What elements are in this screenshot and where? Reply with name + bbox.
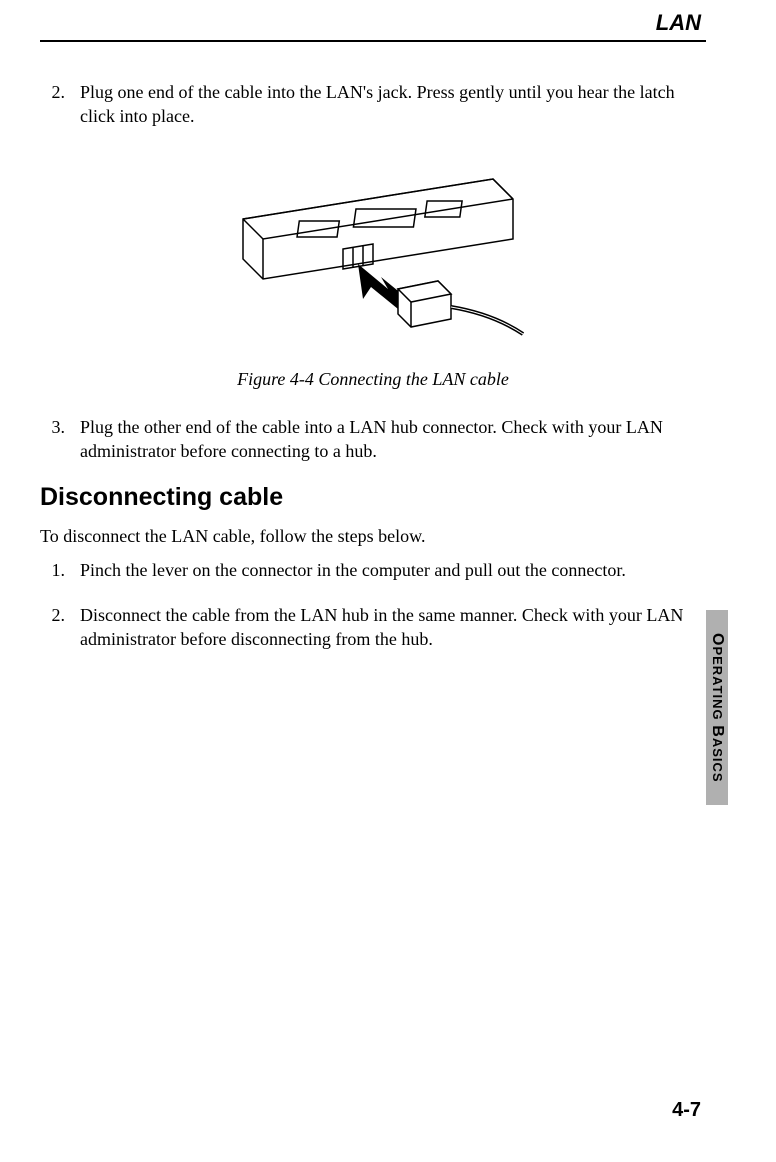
step-item: 1. Pinch the lever on the connector in t… bbox=[40, 558, 706, 582]
step-number: 2. bbox=[40, 603, 80, 652]
step-text: Plug the other end of the cable into a L… bbox=[80, 415, 706, 464]
page-number: 4-7 bbox=[672, 1099, 701, 1122]
section-heading: Disconnecting cable bbox=[40, 483, 706, 512]
figure-illustration bbox=[40, 159, 706, 344]
header-title: LAN bbox=[656, 10, 701, 36]
side-tab-label: OPERATING BASICS bbox=[708, 633, 726, 783]
header-rule bbox=[40, 40, 706, 42]
side-tab: OPERATING BASICS bbox=[706, 610, 728, 805]
step-text: Disconnect the cable from the LAN hub in… bbox=[80, 603, 706, 652]
step-item: 2. Plug one end of the cable into the LA… bbox=[40, 80, 706, 129]
step-text: Plug one end of the cable into the LAN's… bbox=[80, 80, 706, 129]
step-number: 3. bbox=[40, 415, 80, 464]
step-item: 3. Plug the other end of the cable into … bbox=[40, 415, 706, 464]
step-text: Pinch the lever on the connector in the … bbox=[80, 558, 706, 582]
figure-caption: Figure 4-4 Connecting the LAN cable bbox=[40, 369, 706, 390]
step-number: 2. bbox=[40, 80, 80, 129]
step-item: 2. Disconnect the cable from the LAN hub… bbox=[40, 603, 706, 652]
intro-text: To disconnect the LAN cable, follow the … bbox=[40, 524, 706, 548]
step-number: 1. bbox=[40, 558, 80, 582]
